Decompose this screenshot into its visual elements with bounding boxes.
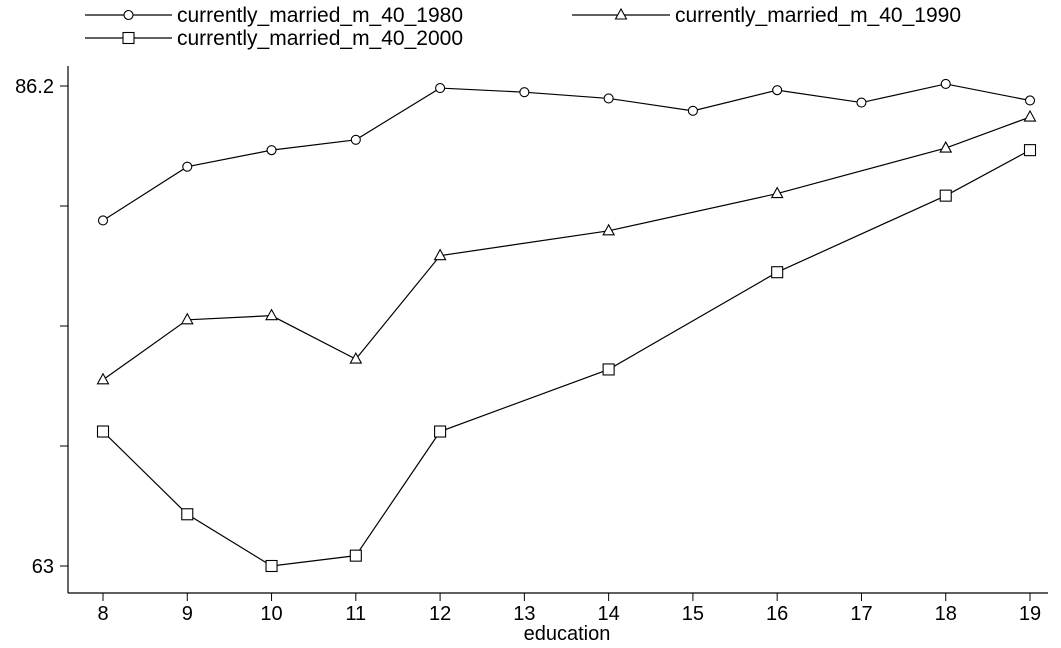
data-point-square <box>771 266 784 279</box>
data-point-square <box>349 549 362 562</box>
x-tick-label: 14 <box>598 603 620 625</box>
x-tick-label: 9 <box>182 603 193 625</box>
data-point-square <box>602 363 615 376</box>
data-point-circle <box>940 78 951 89</box>
data-point-triangle <box>770 186 784 199</box>
data-point-square <box>181 508 194 521</box>
legend-label: currently_married_m_40_1980 <box>177 4 463 27</box>
data-point-triangle <box>349 351 363 364</box>
legend-marker-circle <box>123 9 134 21</box>
data-point-triangle <box>939 140 953 153</box>
data-point-circle <box>856 97 867 108</box>
x-tick-label: 18 <box>935 603 957 625</box>
legend-marker-square <box>122 31 135 45</box>
x-axis-title: education <box>524 623 611 645</box>
data-point-square <box>939 189 952 202</box>
plot-area <box>96 78 1037 573</box>
data-point-triangle <box>180 312 194 325</box>
x-tick-label: 19 <box>1019 603 1041 625</box>
y-tick-label: 86.2 <box>15 76 54 98</box>
data-point-circle <box>97 215 109 226</box>
series-2 <box>96 109 1037 385</box>
data-point-triangle <box>1023 109 1037 122</box>
series-1 <box>97 78 1036 226</box>
axes <box>67 66 1048 594</box>
series-line <box>102 83 1031 221</box>
data-point-circle <box>266 145 277 156</box>
y-ticks: 63 86.2 <box>15 76 68 578</box>
legend-marker-triangle <box>614 7 628 20</box>
data-point-circle <box>435 83 446 94</box>
data-point-circle <box>603 93 614 104</box>
legend-item: currently_married_m_40_1980 <box>85 4 463 27</box>
data-point-circle <box>182 161 193 172</box>
x-tick-label: 13 <box>513 603 535 625</box>
data-point-triangle <box>433 248 447 261</box>
data-point-circle <box>687 105 698 116</box>
data-point-square <box>1023 144 1037 157</box>
legend-label: currently_married_m_40_1990 <box>675 4 961 27</box>
data-point-circle <box>350 134 361 145</box>
data-point-circle <box>1024 95 1036 106</box>
x-ticks: 8 9 10 11 12 13 14 15 16 17 18 19 <box>97 593 1041 625</box>
x-tick-label: 16 <box>766 603 788 625</box>
x-tick-label: 10 <box>260 603 282 625</box>
data-point-triangle <box>602 223 616 236</box>
legend-item: currently_married_m_40_2000 <box>85 27 463 50</box>
data-point-circle <box>772 85 783 96</box>
x-tick-label: 17 <box>850 603 872 625</box>
legend: currently_married_m_40_1980 currently_mar… <box>85 4 961 50</box>
data-point-triangle <box>96 372 110 385</box>
x-tick-label: 15 <box>682 603 704 625</box>
x-tick-label: 11 <box>345 603 366 625</box>
x-tick-label: 12 <box>429 603 451 625</box>
data-point-square <box>434 425 447 438</box>
legend-label: currently_married_m_40_2000 <box>177 27 463 50</box>
data-point-square <box>96 425 110 438</box>
series-3 <box>96 144 1037 573</box>
y-tick-label: 63 <box>32 556 54 578</box>
data-point-square <box>265 559 278 573</box>
data-point-triangle <box>265 308 278 321</box>
series-line <box>102 149 1031 567</box>
x-tick-label: 8 <box>97 603 108 625</box>
data-point-circle <box>519 87 530 98</box>
legend-item: currently_married_m_40_1990 <box>572 4 961 27</box>
